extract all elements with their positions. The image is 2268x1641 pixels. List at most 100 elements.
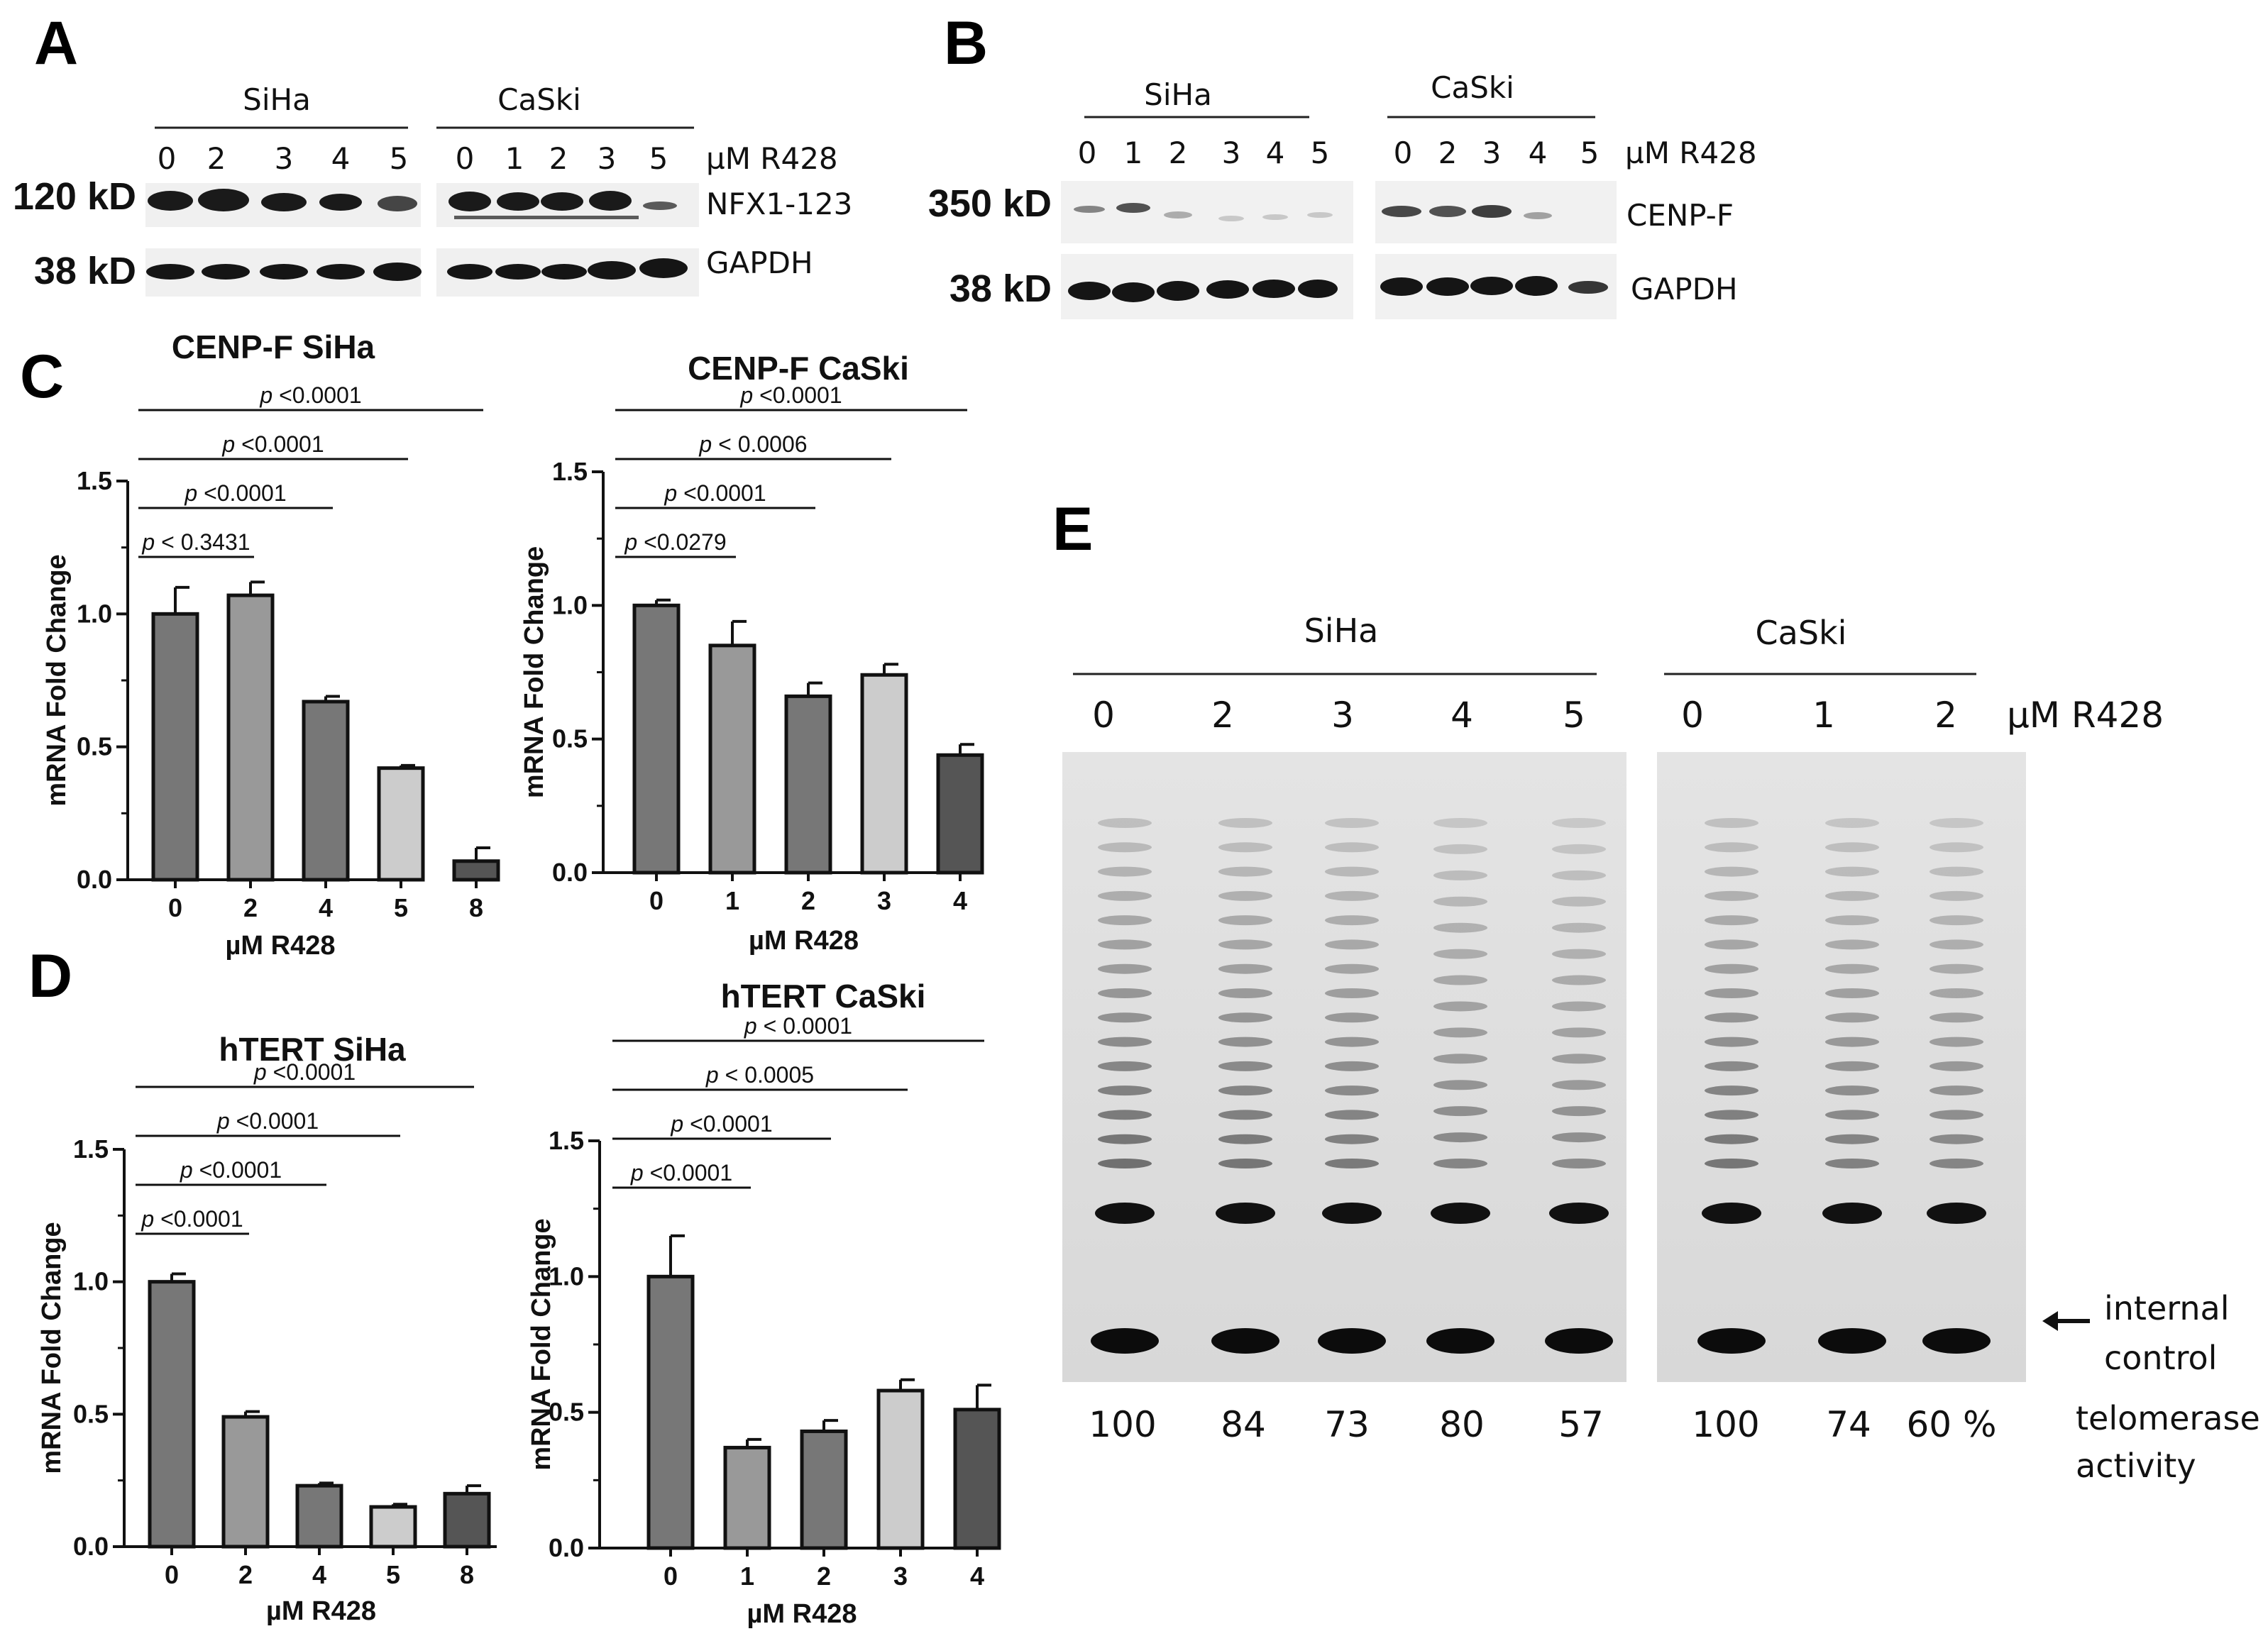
band — [1307, 212, 1333, 218]
gel-band-main — [1927, 1203, 1986, 1224]
x-tick-label: 1 — [740, 1562, 754, 1591]
gel-band — [1825, 1012, 1879, 1023]
bar — [295, 1483, 343, 1549]
gel-band — [1433, 1132, 1487, 1143]
gel-band-internal-control — [1211, 1328, 1279, 1354]
gel-band — [1218, 866, 1272, 877]
blot-b-kd-2: 38 kD — [949, 267, 1052, 310]
band — [1380, 277, 1423, 296]
y-tick-label: 0.0 — [77, 865, 112, 894]
y-tick-label: 1.0 — [552, 590, 588, 619]
gel-band-main — [1322, 1203, 1382, 1224]
x-axis-label: µM R428 — [747, 1599, 857, 1629]
p-value-label: p < 0.0006 — [698, 431, 807, 457]
gel-band — [1705, 842, 1758, 853]
bar — [936, 753, 984, 875]
internal-control-label-2: control — [2104, 1339, 2217, 1377]
gel-band — [1098, 1012, 1152, 1023]
gel-band — [1325, 866, 1379, 877]
gel-band — [1552, 1106, 1606, 1117]
band — [1298, 280, 1338, 298]
p-value: < 0.3431 — [155, 529, 250, 555]
p-value: <0.0001 — [644, 1160, 732, 1186]
lane-label: 2 — [549, 141, 568, 176]
band — [1074, 206, 1105, 213]
gel-band — [1433, 844, 1487, 854]
band — [447, 264, 492, 280]
gel-lane-label: 1 — [1812, 695, 1835, 736]
gel-lane-label: 2 — [1211, 695, 1234, 736]
p-value: <0.0001 — [677, 480, 766, 506]
y-tick-label: 1.0 — [549, 1261, 584, 1291]
y-tick-label: 1.0 — [77, 599, 112, 628]
activity-value: 80 — [1439, 1404, 1485, 1445]
x-axis-label: µM R428 — [749, 926, 859, 956]
gel-band — [1325, 1085, 1379, 1096]
gel-band — [1433, 975, 1487, 985]
gel-band — [1218, 1085, 1272, 1096]
gel-band — [1825, 890, 1879, 901]
band — [1068, 282, 1111, 300]
gel-e-unit: µM R428 — [2007, 695, 2164, 736]
gel-band — [1325, 1134, 1379, 1144]
x-tick-label: 0 — [649, 886, 664, 915]
gel-band — [1433, 1080, 1487, 1090]
gel-band-internal-control — [1818, 1328, 1886, 1354]
gel-band-internal-control — [1545, 1328, 1613, 1354]
gel-band — [1433, 896, 1487, 907]
p-symbol: p — [141, 1206, 154, 1232]
gel-lane-label: 2 — [1934, 695, 1957, 736]
gel-band — [1552, 1159, 1606, 1168]
gel-band — [1433, 1027, 1487, 1038]
gel-band — [1930, 988, 1983, 998]
y-tick-label: 1.5 — [552, 457, 588, 486]
gel-band — [1218, 1012, 1272, 1023]
p-symbol: p — [705, 1062, 719, 1088]
p-value: <0.0001 — [193, 1157, 282, 1183]
gel-band — [1433, 818, 1487, 828]
blot-a-group-siha: SiHa — [243, 82, 311, 117]
p-value: <0.0001 — [267, 1059, 356, 1085]
gel-band — [1552, 922, 1606, 933]
lane-label: 4 — [1529, 136, 1548, 170]
gel-band — [1705, 1134, 1758, 1144]
gel-band-internal-control — [1426, 1328, 1494, 1354]
x-tick-label: 4 — [953, 886, 967, 915]
gel-band — [1325, 963, 1379, 974]
y-tick-label: 0.0 — [549, 1533, 584, 1562]
gel-band — [1218, 818, 1272, 828]
bar — [632, 603, 681, 875]
y-tick-label: 1.0 — [73, 1267, 109, 1296]
p-symbol: p — [664, 480, 677, 506]
gel-band — [1825, 1061, 1879, 1071]
lane-label: 1 — [1124, 136, 1143, 170]
band — [1429, 206, 1466, 217]
gel-ladders — [1091, 818, 1991, 1354]
blot-bands-gapdh-a — [146, 258, 688, 281]
gel-band — [1930, 866, 1983, 877]
p-value: < 0.0006 — [712, 431, 807, 457]
panel-letter-d: D — [28, 942, 72, 1010]
band — [1262, 214, 1288, 220]
gel-band — [1705, 1159, 1758, 1168]
gel-band — [1218, 963, 1272, 974]
gel-band — [1433, 1159, 1487, 1168]
lane-label: 2 — [207, 141, 226, 176]
gel-band — [1825, 1037, 1879, 1047]
gel-band — [1930, 1159, 1983, 1168]
p-symbol: p — [180, 1157, 193, 1183]
p-value-label: p <0.0001 — [216, 1108, 319, 1134]
p-value-label: p < 0.0005 — [705, 1062, 814, 1088]
bar — [151, 612, 199, 882]
gel-e-group-caski: CaSki — [1756, 614, 1847, 652]
x-axis-label: µM R428 — [226, 931, 336, 961]
bar — [377, 766, 425, 882]
blot-a-protein-1: NFX1-123 — [706, 187, 852, 221]
bar — [860, 673, 908, 875]
y-axis-label: mRNA Fold Change — [42, 554, 72, 806]
gel-band — [1705, 890, 1758, 901]
band — [316, 264, 365, 280]
gel-band — [1552, 1132, 1606, 1143]
gel-band-internal-control — [1318, 1328, 1386, 1354]
